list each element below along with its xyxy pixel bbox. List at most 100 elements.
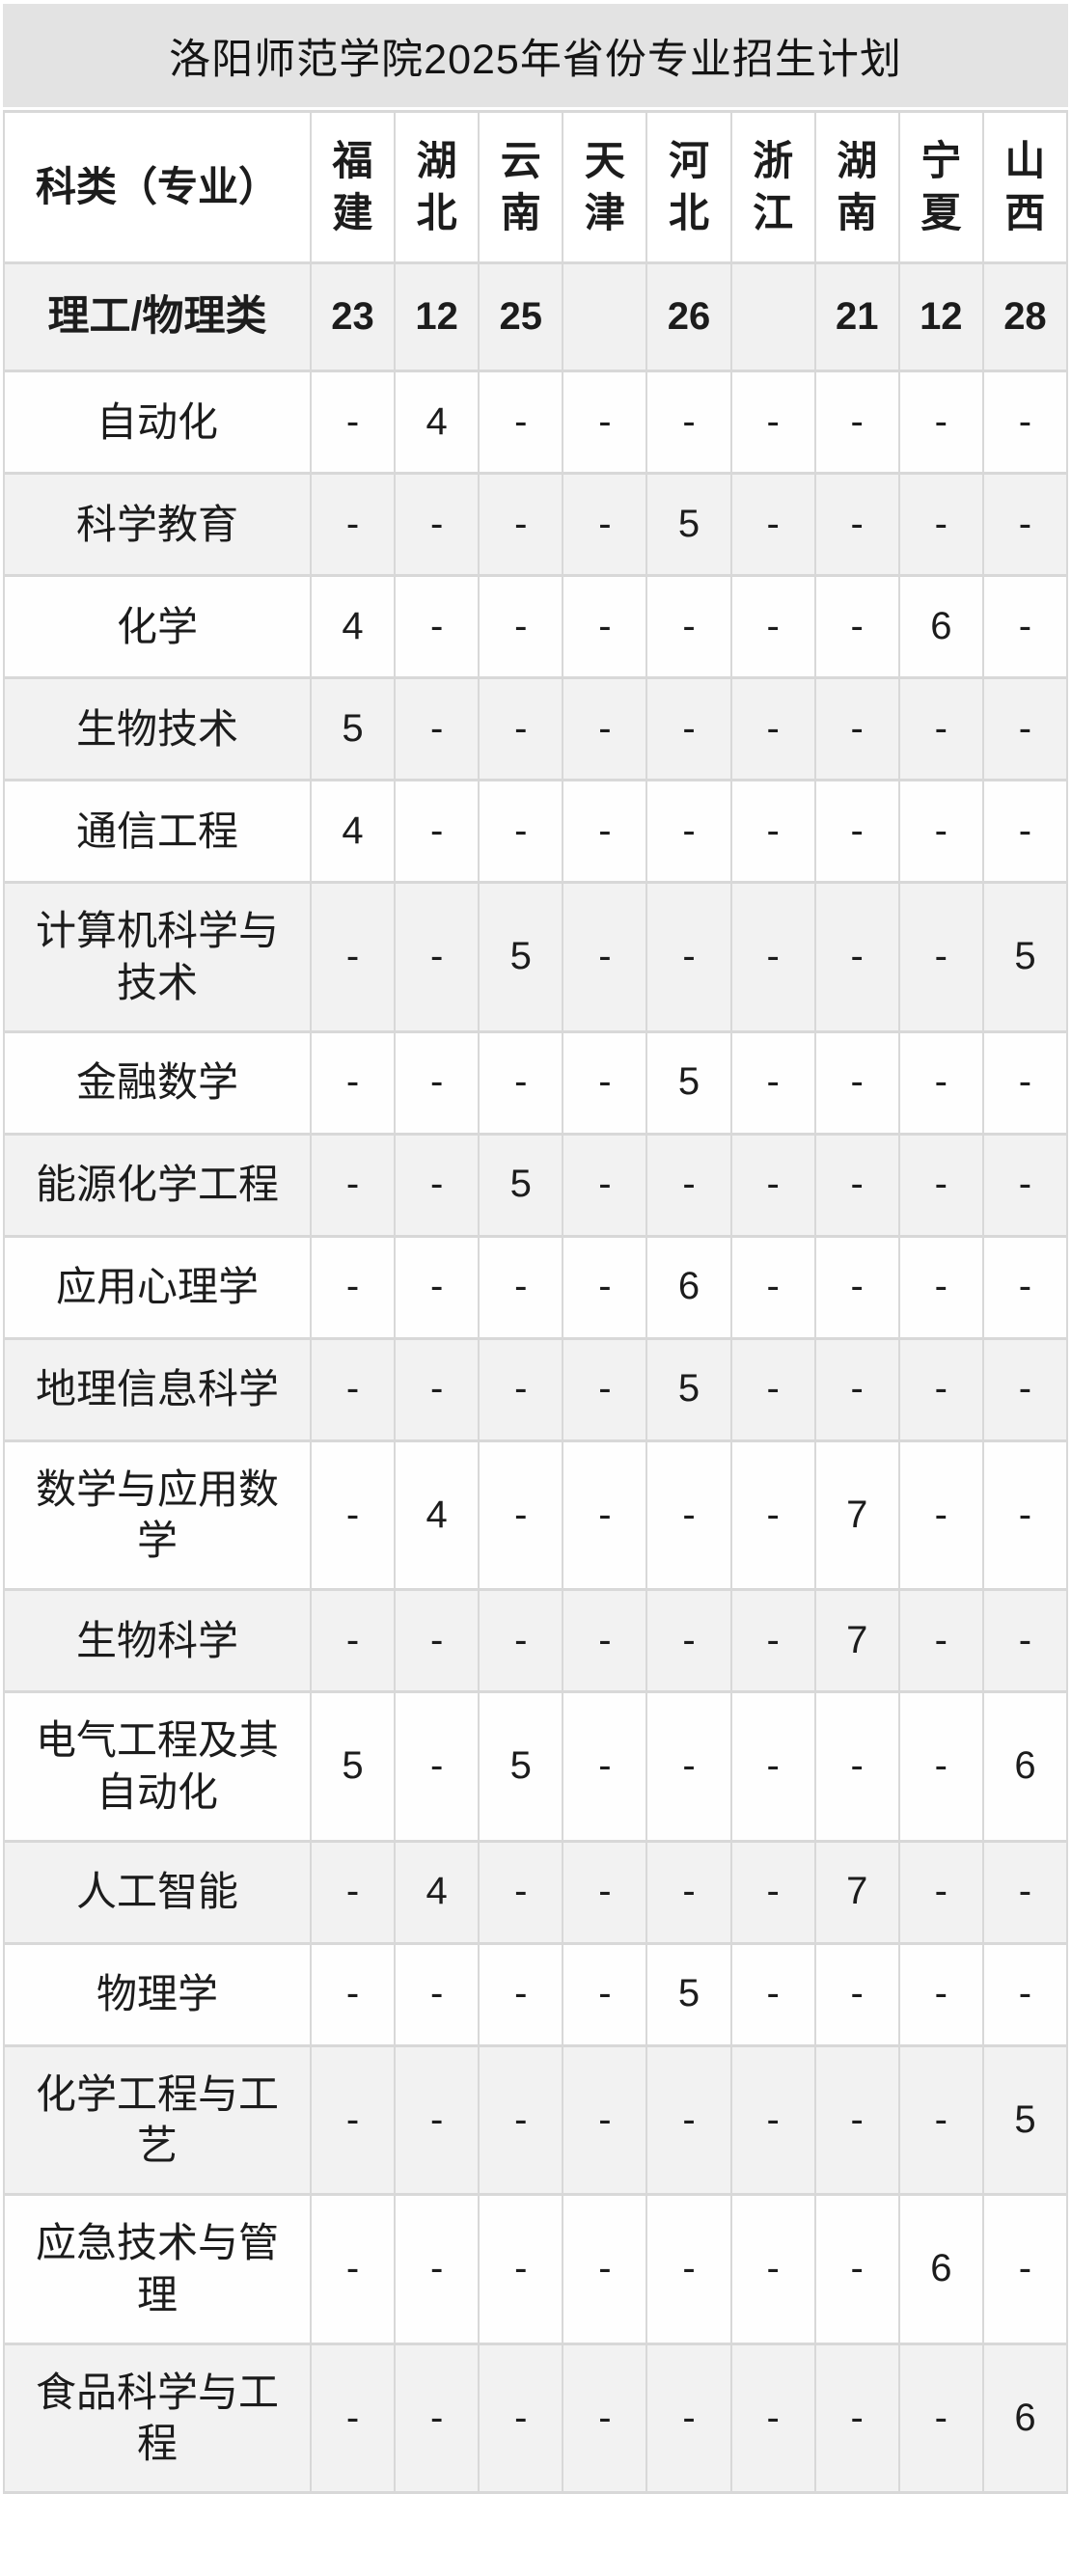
value-cell: -: [813, 1690, 900, 1843]
value-cell: 5: [645, 1029, 732, 1136]
table-row: 物理学 - - - -5- - - -: [3, 1941, 1069, 2047]
value-cell: -: [394, 1588, 481, 1693]
value-cell: -: [981, 779, 1069, 884]
value-cell: -: [309, 1029, 397, 1136]
value-cell: -: [729, 2342, 816, 2494]
header-province: 山 西: [981, 110, 1069, 264]
table-row: 科学教育 - - - -5- - - -: [3, 472, 1069, 577]
value-cell: -: [478, 472, 564, 577]
value-cell: -: [309, 1234, 397, 1340]
value-cell: -: [729, 1234, 816, 1340]
value-cell: -: [897, 1234, 984, 1340]
major-label: 化学: [3, 574, 312, 679]
value-cell: -: [394, 1132, 481, 1238]
value-cell: -: [813, 1941, 900, 2047]
value-cell: 25: [478, 261, 564, 372]
value-cell: -: [813, 370, 900, 475]
value-cell: -: [897, 1588, 984, 1693]
value-cell: 26: [645, 261, 732, 372]
value-cell: -: [562, 1132, 648, 1238]
value-cell: -: [729, 1336, 816, 1442]
value-cell: -: [729, 1839, 816, 1945]
value-cell: -: [981, 1941, 1069, 2047]
value-cell: -: [981, 1439, 1069, 1591]
table-row: 计算机科学与 技术 - -5- - - - -5: [3, 881, 1069, 1033]
value-cell: -: [309, 2043, 397, 2196]
value-cell: -: [813, 1234, 900, 1340]
value-cell: 5: [309, 676, 397, 781]
value-cell: -: [729, 1690, 816, 1843]
value-cell: -: [897, 1690, 984, 1843]
value-cell: -: [729, 1588, 816, 1693]
value-cell: -: [478, 1588, 564, 1693]
value-cell: 7: [813, 1588, 900, 1693]
major-label: 人工智能: [3, 1839, 312, 1945]
value-cell: -: [981, 472, 1069, 577]
value-cell: -: [729, 676, 816, 781]
header-province: 浙 江: [729, 110, 816, 264]
major-label: 地理信息科学: [3, 1336, 312, 1442]
table-row: 自动化 -4- - - - - - -: [3, 370, 1069, 475]
major-label: 通信工程: [3, 779, 312, 884]
value-cell: 4: [394, 1439, 481, 1591]
value-cell: -: [562, 1839, 648, 1945]
value-cell: -: [562, 881, 648, 1033]
value-cell: -: [645, 779, 732, 884]
value-cell: -: [562, 1690, 648, 1843]
value-cell: -: [897, 1029, 984, 1136]
value-cell: -: [562, 779, 648, 884]
value-cell: -: [645, 1588, 732, 1693]
value-cell: -: [813, 472, 900, 577]
header-province: 湖 南: [813, 110, 900, 264]
value-cell: -: [478, 2043, 564, 2196]
value-cell: -: [729, 472, 816, 577]
value-cell: -: [309, 1132, 397, 1238]
value-cell: 23: [309, 261, 397, 372]
value-cell: -: [897, 676, 984, 781]
value-cell: -: [394, 676, 481, 781]
value-cell: -: [981, 1588, 1069, 1693]
value-cell: -: [813, 1029, 900, 1136]
value-cell: -: [981, 676, 1069, 781]
value-cell: -: [897, 881, 984, 1033]
value-cell: -: [562, 574, 648, 679]
value-cell: 6: [897, 574, 984, 679]
header-province: 河 北: [645, 110, 732, 264]
table-row: 化学 4- - - - - -6-: [3, 574, 1069, 679]
value-cell: -: [309, 2193, 397, 2345]
value-cell: -: [478, 676, 564, 781]
value-cell: 5: [478, 881, 564, 1033]
value-cell: -: [309, 2342, 397, 2494]
value-cell: 5: [645, 1941, 732, 2047]
table-row: 生物科学 - - - - - -7- -: [3, 1588, 1069, 1693]
value-cell: -: [562, 1336, 648, 1442]
value-cell: 5: [309, 1690, 397, 1843]
value-cell: -: [897, 2342, 984, 2494]
value-cell: -: [729, 1029, 816, 1136]
value-cell: 7: [813, 1439, 900, 1591]
table-row: 生物技术 5- - - - - - - -: [3, 676, 1069, 781]
value-cell: -: [813, 1132, 900, 1238]
value-cell: -: [309, 1439, 397, 1591]
value-cell: -: [813, 574, 900, 679]
value-cell: 5: [478, 1132, 564, 1238]
value-cell: -: [981, 370, 1069, 475]
value-cell: -: [897, 370, 984, 475]
value-cell: -: [478, 1439, 564, 1591]
value-cell: -: [394, 881, 481, 1033]
table-row: 能源化学工程 - -5- - - - - -: [3, 1132, 1069, 1238]
value-cell: -: [478, 1941, 564, 2047]
value-cell: -: [729, 779, 816, 884]
value-cell: 4: [309, 779, 397, 884]
header-province: 天 津: [562, 110, 648, 264]
value-cell: 6: [645, 1234, 732, 1340]
value-cell: [729, 261, 816, 372]
major-label: 理工/物理类: [3, 261, 312, 372]
value-cell: -: [897, 1839, 984, 1945]
major-label: 能源化学工程: [3, 1132, 312, 1238]
value-cell: -: [394, 1234, 481, 1340]
major-label: 金融数学: [3, 1029, 312, 1136]
value-cell: -: [729, 1132, 816, 1238]
value-cell: -: [645, 676, 732, 781]
value-cell: -: [897, 779, 984, 884]
